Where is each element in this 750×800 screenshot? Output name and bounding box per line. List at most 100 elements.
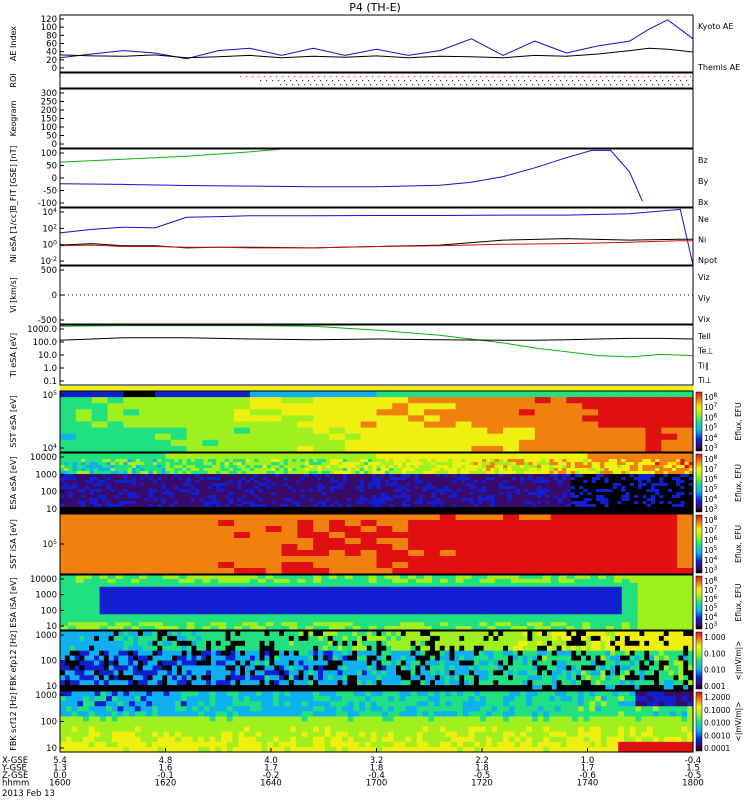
esa_i-cell: [162, 606, 172, 611]
esa_e-cell: [439, 468, 445, 472]
esa_e-cell: [397, 462, 403, 466]
esa_i-cell: [542, 610, 552, 615]
esa_e-cell: [490, 495, 496, 499]
sst_i-cell: [281, 538, 298, 545]
esa_e-cell: [140, 468, 145, 472]
sst_i-cell: [661, 514, 678, 521]
esa_e-cell: [579, 477, 584, 481]
esa_e-cell: [97, 495, 103, 499]
esa_i-cell: [574, 575, 583, 580]
esa_e-cell: [612, 504, 618, 508]
esa_e-cell: [127, 468, 133, 472]
esa_i-cell: [305, 578, 314, 584]
esa_i-cell: [297, 606, 306, 611]
esa_e-cell: [452, 486, 458, 490]
sst_i-cell: [186, 562, 204, 569]
sst_i-cell: [423, 520, 441, 527]
esa_e-cell: [363, 462, 369, 466]
esa_e-cell: [342, 498, 348, 502]
esa_e-cell: [72, 483, 78, 487]
sst_e-cell: [376, 427, 393, 435]
sst_e-cell: [281, 433, 298, 441]
sst_i-cell: [107, 520, 124, 527]
sst_e-cell: [376, 433, 393, 441]
esa_i-cell: [218, 594, 227, 600]
esa_e-cell: [355, 483, 361, 487]
esa_e-cell: [258, 465, 264, 469]
esa_e-cell: [448, 489, 454, 493]
esa_e-cell: [667, 501, 673, 505]
esa_i-cell: [495, 614, 504, 619]
esa_i-cell: [91, 578, 101, 584]
sst_e-cell: [107, 415, 124, 423]
esa_i-cell: [91, 575, 101, 580]
esa_e-cell: [600, 495, 605, 499]
esa_e-cell: [389, 504, 394, 508]
esa_e-cell: [220, 477, 226, 481]
esa_i-cell: [123, 614, 132, 619]
esa_e-cell: [110, 459, 116, 463]
esa_e-cell: [228, 480, 234, 484]
esa_e-cell: [591, 507, 597, 511]
esa_i-cell: [455, 614, 465, 619]
sst_e-cell: [249, 409, 267, 416]
sst_e-cell: [661, 433, 678, 441]
esa_e-cell: [587, 495, 593, 499]
esa_e-cell: [334, 477, 340, 481]
esa_e-cell: [110, 474, 116, 478]
esa_i-cell: [289, 606, 298, 611]
esa_i-cell: [368, 598, 378, 604]
esa_e-cell: [406, 510, 411, 514]
esa_e-cell: [220, 483, 226, 487]
esa_i-cell: [297, 594, 306, 600]
esa_e-cell: [380, 471, 386, 475]
sst_i-cell: [154, 550, 172, 557]
sst_i-cell: [645, 532, 662, 539]
esa_i-cell: [526, 590, 536, 596]
esa_e-cell: [460, 480, 466, 484]
sst_i-cell: [582, 550, 599, 557]
esa_e-cell: [545, 483, 551, 487]
esa_e-cell: [638, 486, 643, 490]
esa_i-cell: [487, 575, 496, 580]
esa_e-cell: [363, 507, 369, 511]
esa_e-cell: [667, 468, 673, 472]
esa_e-cell: [72, 501, 78, 505]
sst_e-cell: [75, 409, 93, 416]
esa_e-cell: [448, 456, 454, 460]
esa_i-cell: [455, 586, 465, 592]
esa_e-cell: [380, 501, 386, 505]
sst_i-cell: [139, 550, 156, 557]
sst_i-cell: [360, 544, 378, 551]
esa_e-cell: [72, 489, 78, 493]
esa_e-cell: [579, 492, 584, 496]
sst_e-cell: [423, 397, 441, 404]
esa_e-cell: [536, 462, 542, 466]
esa_e-cell: [76, 465, 82, 469]
sst_e-cell: [297, 403, 314, 410]
esa_e-cell: [93, 486, 99, 490]
esa_e-cell: [152, 462, 158, 466]
esa_e-cell: [608, 510, 614, 514]
esa_i-cell: [91, 598, 101, 604]
esa_e-cell: [262, 486, 268, 490]
esa_i-cell: [463, 626, 473, 631]
esa_i-cell: [423, 626, 433, 631]
esa_i-cell: [685, 575, 694, 580]
esa_e-cell: [557, 459, 563, 463]
esa_i-cell: [226, 578, 235, 584]
esa_e-cell: [406, 501, 411, 505]
sst_e-cell: [518, 439, 536, 447]
esa_i-cell: [289, 586, 298, 592]
sst_e-cell: [218, 439, 235, 447]
esa_e-cell: [325, 510, 331, 514]
esa_i-cell: [526, 606, 536, 611]
esa_e-cell: [262, 468, 268, 472]
esa_e-cell: [89, 510, 95, 514]
esa_e-cell: [494, 480, 500, 484]
esa_e-cell: [684, 471, 690, 475]
esa_i-cell: [661, 622, 670, 627]
sst_i-cell: [550, 532, 568, 539]
sst_e-cell: [360, 397, 378, 404]
esa_e-cell: [422, 453, 428, 457]
